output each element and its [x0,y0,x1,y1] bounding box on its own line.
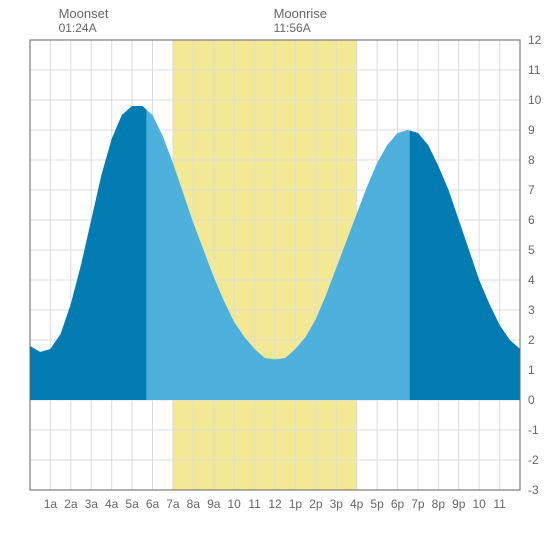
y-tick-label: -2 [528,453,539,467]
y-tick-label: 10 [528,93,542,107]
annotation-sub-0: 01:24A [59,21,97,35]
x-tick-label: 6a [146,497,160,511]
x-tick-label: 11 [493,497,506,511]
x-tick-label: 9a [207,497,221,511]
x-tick-label: 9p [452,497,466,511]
annotation-sub-1: 11:56A [274,21,311,35]
x-tick-label: 5a [125,497,139,511]
x-tick-label: 2p [309,497,323,511]
x-tick-label: 4a [105,497,119,511]
y-tick-label: 1 [528,363,535,377]
annotation-title-1: Moonrise [274,6,327,21]
y-tick-label: 11 [528,63,541,77]
y-tick-label: 0 [528,393,535,407]
x-tick-label: 8a [187,497,201,511]
x-tick-label: 1a [44,497,58,511]
y-tick-label: 5 [528,243,535,257]
x-tick-label: 7p [411,497,425,511]
x-tick-label: 2a [64,497,78,511]
y-tick-label: 4 [528,273,535,287]
x-tick-label: 1p [289,497,303,511]
x-tick-label: 4p [350,497,364,511]
x-tick-label: 10 [227,497,241,511]
y-tick-label: 2 [528,333,535,347]
y-tick-label: 12 [528,33,542,47]
x-tick-label: 12 [268,497,282,511]
x-tick-label: 11 [248,497,261,511]
tide-chart-svg: -3-2-101234567891011121a2a3a4a5a6a7a8a9a… [0,0,550,550]
y-tick-label: 6 [528,213,535,227]
x-tick-label: 3a [85,497,99,511]
y-tick-label: 9 [528,123,535,137]
y-tick-label: 7 [528,183,535,197]
x-tick-label: 8p [432,497,446,511]
y-tick-label: -3 [528,483,539,497]
y-tick-label: 8 [528,153,535,167]
x-tick-label: 6p [391,497,405,511]
y-tick-label: 3 [528,303,535,317]
x-tick-label: 7a [166,497,180,511]
annotation-title-0: Moonset [59,6,109,21]
x-tick-label: 5p [370,497,384,511]
y-tick-label: -1 [528,423,539,437]
tide-chart: -3-2-101234567891011121a2a3a4a5a6a7a8a9a… [0,0,550,550]
x-tick-label: 3p [330,497,344,511]
x-tick-label: 10 [472,497,486,511]
